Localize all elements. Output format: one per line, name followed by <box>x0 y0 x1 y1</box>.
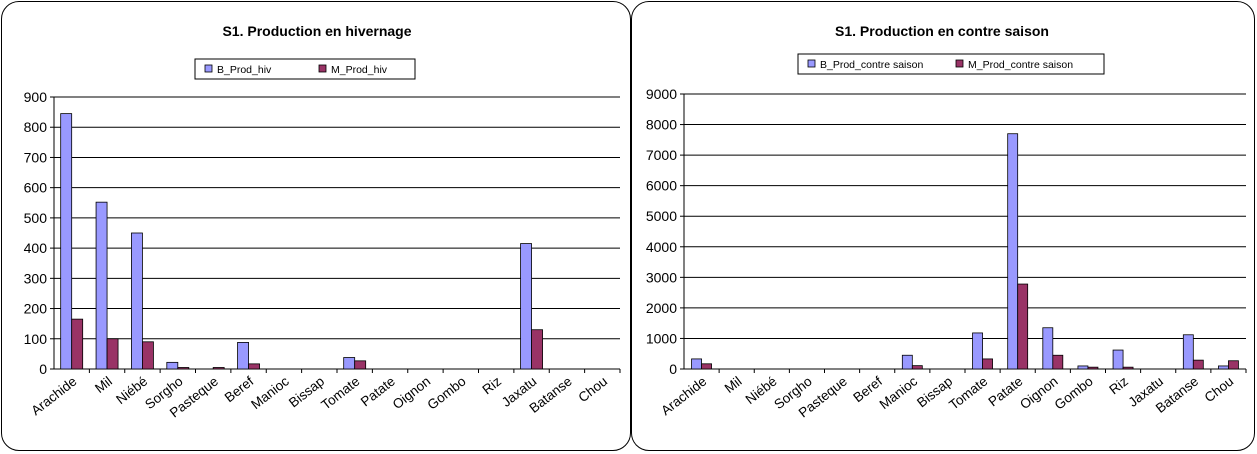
x-category-label: Tomate <box>946 374 990 413</box>
bar-b-5 <box>237 342 249 370</box>
chart-panel-contre-saison: S1. Production en contre saison B_Prod_co… <box>631 1 1255 451</box>
x-category-label: Manioc <box>877 373 921 412</box>
x-category-label: Gombo <box>1052 374 1096 413</box>
bar-b-2 <box>131 232 143 370</box>
legend-box <box>194 58 416 80</box>
bar-b-0 <box>691 358 702 370</box>
y-tick-label: 200 <box>24 301 48 317</box>
bar-m-8 <box>354 360 367 370</box>
bar-m-0 <box>701 363 712 370</box>
bar-b-11 <box>1077 365 1089 370</box>
legend-swatch-b <box>204 64 213 73</box>
bar-m-3 <box>177 367 190 370</box>
bar-m-4 <box>212 367 225 370</box>
bar-b-3 <box>166 361 179 370</box>
bar-b-8 <box>343 357 356 370</box>
y-tick-label: 7000 <box>646 147 677 163</box>
x-category-label: Mil <box>92 374 115 396</box>
bar-m-10 <box>1052 354 1064 370</box>
y-tick-label: 700 <box>24 149 48 165</box>
y-tick-label: 6000 <box>646 178 677 194</box>
y-tick-label: 400 <box>24 240 48 256</box>
x-category-label: Oignon <box>390 374 434 413</box>
y-tick-label: 800 <box>24 119 48 135</box>
x-category-label: Mil <box>722 374 745 396</box>
bar-m-8 <box>982 358 993 370</box>
bar-m-0 <box>71 318 84 370</box>
bar-m-1 <box>106 338 119 370</box>
bar-m-6 <box>911 365 923 370</box>
bar-m-14 <box>1192 359 1204 370</box>
bar-m-12 <box>1122 366 1134 370</box>
x-category-label: Gombo <box>425 374 469 413</box>
x-category-label: Oignon <box>1017 374 1061 413</box>
bar-b-10 <box>1042 327 1054 370</box>
bar-b-12 <box>1112 349 1124 370</box>
y-tick-label: 8000 <box>646 117 677 133</box>
y-tick-label: 1000 <box>646 330 677 346</box>
x-category-label: Chou <box>575 374 610 406</box>
x-category-label: Arachide <box>658 374 709 419</box>
x-category-label: Riz <box>1106 373 1131 397</box>
bar-m-11 <box>1087 366 1099 370</box>
chart-contre-saison: S1. Production en contre saison B_Prod_co… <box>646 23 1247 420</box>
x-category-label: Manioc <box>248 373 292 412</box>
bar-m-9 <box>1017 283 1029 370</box>
legend-swatch-b <box>807 59 816 68</box>
bar-b-15 <box>1218 365 1229 370</box>
legend-label-m: M_Prod_contre saison <box>968 59 1073 71</box>
bar-m-13 <box>531 329 543 370</box>
legend-swatch-m <box>955 59 964 68</box>
legend-swatch-m <box>318 64 327 73</box>
bar-m-2 <box>142 341 154 370</box>
bar-b-14 <box>1182 334 1194 370</box>
bar-b-8 <box>972 332 983 370</box>
x-category-label: Chou <box>1202 374 1237 406</box>
x-category-label: Tomate <box>318 374 362 413</box>
y-tick-label: 100 <box>24 331 48 347</box>
x-category-label: Riz <box>479 373 504 397</box>
bar-m-5 <box>248 363 260 370</box>
chart-title: S1. Production en contre saison <box>835 23 1049 39</box>
y-tick-label: 5000 <box>646 208 677 224</box>
bar-b-9 <box>1007 133 1019 370</box>
y-tick-label: 9000 <box>646 86 677 102</box>
bar-b-0 <box>60 113 73 370</box>
legend-label-m: M_Prod_hiv <box>331 64 388 76</box>
y-tick-label: 0 <box>39 361 47 377</box>
y-tick-label: 2000 <box>646 300 677 316</box>
y-tick-label: 0 <box>669 361 677 377</box>
y-tick-label: 600 <box>24 180 48 196</box>
bar-b-1 <box>95 201 108 370</box>
bar-b-6 <box>901 354 913 370</box>
y-tick-label: 300 <box>24 270 48 286</box>
y-tick-label: 500 <box>24 210 48 226</box>
legend-label-b: B_Prod_contre saison <box>820 59 923 71</box>
bar-b-13 <box>520 243 532 370</box>
y-tick-label: 4000 <box>646 239 677 255</box>
chart-panel-hivernage: S1. Production en hivernage B_Prod_hiv M_P… <box>1 1 631 451</box>
legend-box <box>797 53 1105 75</box>
bar-m-15 <box>1228 360 1239 370</box>
chart-title: S1. Production en hivernage <box>222 23 411 39</box>
legend-label-b: B_Prod_hiv <box>217 64 272 76</box>
y-tick-label: 3000 <box>646 269 677 285</box>
x-category-label: Arachide <box>28 374 79 419</box>
y-tick-label: 900 <box>24 89 48 105</box>
chart-hivernage: S1. Production en hivernage B_Prod_hiv M_P… <box>24 23 621 420</box>
